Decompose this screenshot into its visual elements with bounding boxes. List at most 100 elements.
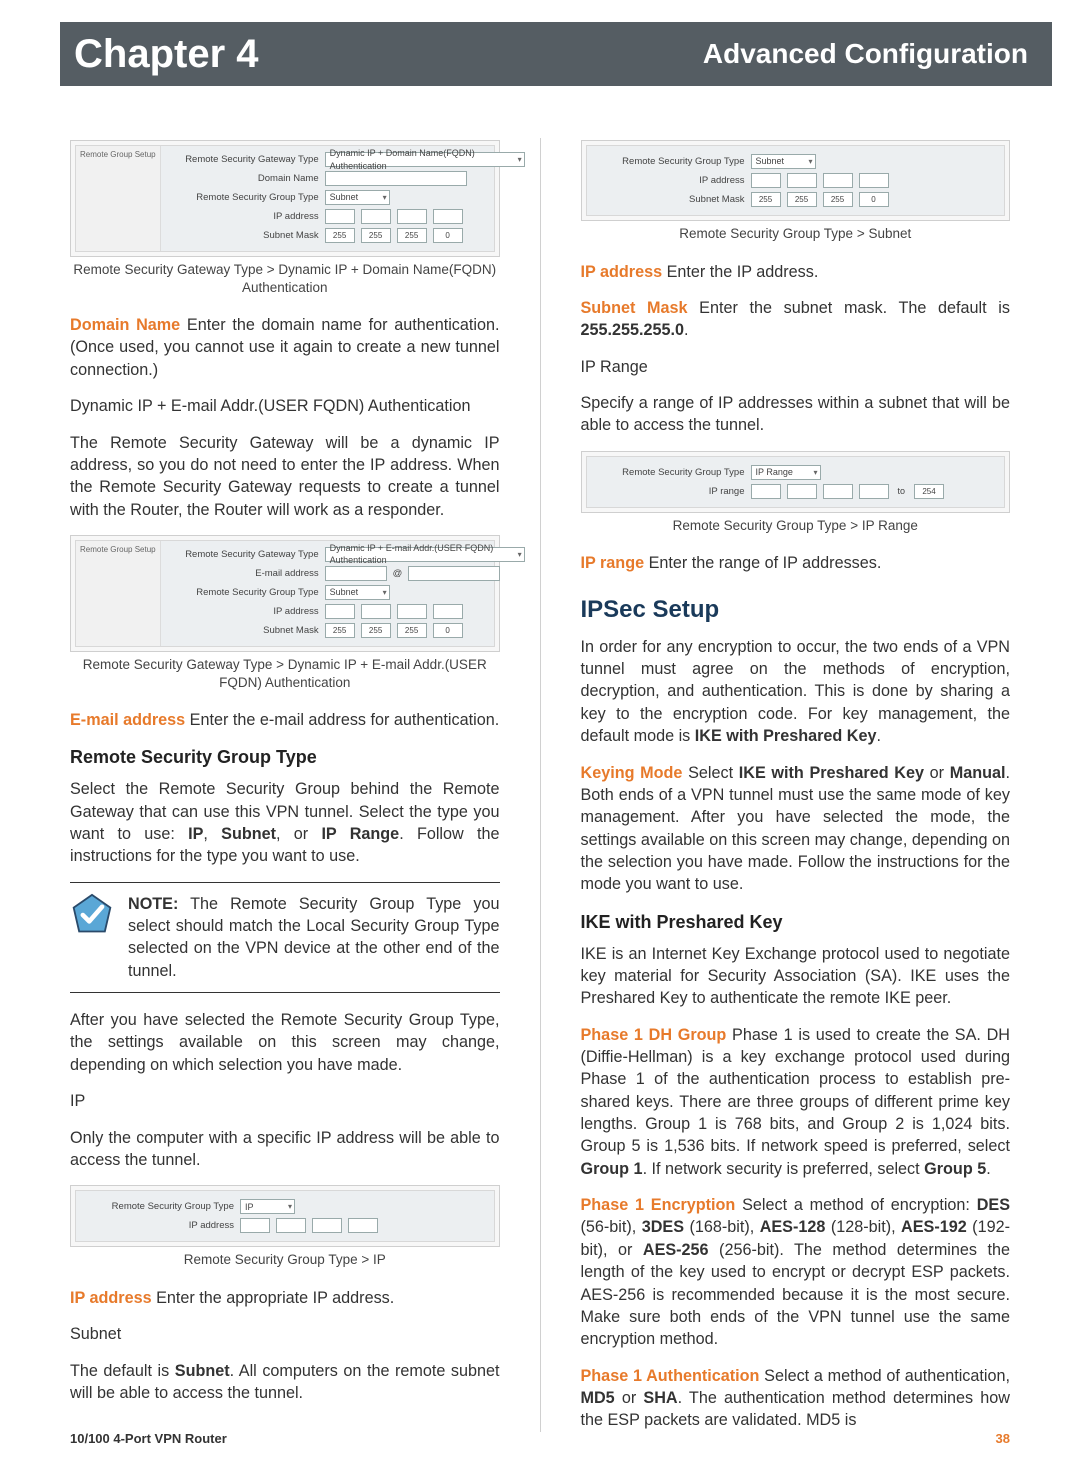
text: The default is — [70, 1362, 175, 1380]
paragraph: After you have selected the Remote Secur… — [70, 1009, 500, 1076]
fig-select: Dynamic IP + E-mail Addr.(USER FQDN) Aut… — [325, 547, 525, 562]
field-label: IP range — [581, 554, 645, 572]
paragraph: Phase 1 Authentication Select a method o… — [581, 1365, 1011, 1432]
text: Select — [682, 764, 738, 782]
fig-select: Subnet — [325, 190, 390, 205]
fig-label: IP address — [169, 605, 319, 618]
left-column: Remote Group Setup Remote Security Gatew… — [70, 134, 500, 1432]
fig-input — [312, 1218, 342, 1233]
fig-label: IP address — [169, 210, 319, 223]
check-icon — [70, 893, 114, 937]
fig-input — [276, 1218, 306, 1233]
text: (56-bit), — [581, 1218, 642, 1236]
fig-input — [787, 484, 817, 499]
text: (128-bit), — [825, 1218, 901, 1236]
fig-input: 255 — [361, 228, 391, 243]
text: . Both ends of a VPN tunnel must use the… — [581, 764, 1011, 894]
fig-input: 255 — [823, 192, 853, 207]
bold-text: SHA — [643, 1389, 677, 1407]
figure-sidebar-label: Remote Group Setup — [76, 541, 161, 646]
footer-page-number: 38 — [996, 1431, 1010, 1446]
bold-text: Group 5 — [924, 1160, 986, 1178]
field-label: IP address — [70, 1289, 152, 1307]
fig-input — [787, 173, 817, 188]
text: Enter the subnet mask. The default is — [688, 299, 1010, 317]
field-label: Phase 1 DH Group — [581, 1026, 727, 1044]
text: , — [203, 825, 221, 843]
text: Select a method of authentication, — [759, 1367, 1010, 1385]
text: or — [615, 1389, 644, 1407]
text: (168-bit), — [684, 1218, 760, 1236]
fig-input — [751, 484, 781, 499]
bold-text: Subnet — [221, 825, 276, 843]
figure-sidebar-label: Remote Group Setup — [76, 146, 161, 251]
fig-label: Subnet Mask — [595, 193, 745, 206]
paragraph: Specify a range of IP addresses within a… — [581, 392, 1011, 437]
fig-input: 0 — [433, 623, 463, 638]
fig-label: Remote Security Group Type — [169, 191, 319, 204]
fig-select: IP — [240, 1199, 295, 1214]
figure-rsg-ip: Remote Security Group TypeIP IP address — [70, 1185, 500, 1247]
field-label: Subnet Mask — [581, 299, 688, 317]
page-footer: 10/100 4-Port VPN Router 38 — [70, 1431, 1010, 1446]
bold-text: IP — [188, 825, 203, 843]
figure-rsg-fqdn: Remote Group Setup Remote Security Gatew… — [70, 140, 500, 257]
paragraph: In order for any encryption to occur, th… — [581, 636, 1011, 748]
note-text: NOTE: The Remote Security Group Type you… — [128, 893, 500, 982]
figure-caption: Remote Security Group Type > Subnet — [581, 225, 1011, 243]
field-label: E-mail address — [70, 711, 185, 729]
fig-input — [433, 209, 463, 224]
bold-text: IP Range — [321, 825, 399, 843]
at-symbol: @ — [393, 567, 403, 580]
fig-label: Remote Security Group Type — [84, 1200, 234, 1213]
bold-text: Manual — [950, 764, 1006, 782]
paragraph: E-mail address Enter the e-mail address … — [70, 709, 500, 731]
fig-label: Domain Name — [169, 172, 319, 185]
bold-text: 3DES — [642, 1218, 684, 1236]
fig-input — [751, 173, 781, 188]
fig-input: 255 — [361, 623, 391, 638]
bold-text: Subnet — [175, 1362, 230, 1380]
field-label: Phase 1 Encryption — [581, 1196, 736, 1214]
bold-text: IKE with Preshared Key — [695, 727, 877, 745]
fig-label: Remote Security Gateway Type — [169, 548, 319, 561]
figure-rsg-subnet: Remote Security Group TypeSubnet IP addr… — [581, 140, 1011, 221]
text: . If network security is preferred, sele… — [643, 1160, 925, 1178]
subheading-rsgt: Remote Security Group Type — [70, 745, 500, 770]
fig-label: IP address — [595, 174, 745, 187]
figure-rsg-email: Remote Group Setup Remote Security Gatew… — [70, 535, 500, 652]
fig-input — [433, 604, 463, 619]
chapter-header: Chapter 4 Advanced Configuration — [60, 22, 1052, 86]
bold-text: 255.255.255.0 — [581, 321, 685, 339]
text: Enter the range of IP addresses. — [644, 554, 881, 572]
figure-caption: Remote Security Gateway Type > Dynamic I… — [70, 656, 500, 691]
bold-text: Group 1 — [581, 1160, 643, 1178]
fig-label: IP range — [595, 485, 745, 498]
fig-input: 0 — [433, 228, 463, 243]
fig-select: Subnet — [751, 154, 816, 169]
paragraph: IP Range — [581, 356, 1011, 378]
fig-input — [348, 1218, 378, 1233]
fig-input — [325, 209, 355, 224]
text: Enter the IP address. — [662, 263, 818, 281]
section-title: Advanced Configuration — [703, 38, 1028, 70]
fig-input — [240, 1218, 270, 1233]
field-label: IP address — [581, 263, 663, 281]
fig-input: 0 — [859, 192, 889, 207]
page: Chapter 4 Advanced Configuration Remote … — [0, 22, 1080, 1472]
text: Phase 1 is used to create the SA. DH (Di… — [581, 1026, 1011, 1156]
bold-text: AES-256 — [643, 1241, 709, 1259]
subheading-ike: IKE with Preshared Key — [581, 910, 1011, 935]
text: Enter the appropriate IP address. — [152, 1289, 395, 1307]
bold-text: MD5 — [581, 1389, 615, 1407]
paragraph: IP address Enter the IP address. — [581, 261, 1011, 283]
chapter-title: Chapter 4 — [74, 32, 259, 77]
fig-input — [397, 209, 427, 224]
figure-rsg-iprange: Remote Security Group TypeIP Range IP ra… — [581, 451, 1011, 513]
fig-input: 254 — [914, 484, 944, 499]
fig-input: 255 — [325, 228, 355, 243]
paragraph: Dynamic IP + E-mail Addr.(USER FQDN) Aut… — [70, 395, 500, 417]
field-label: Phase 1 Authentication — [581, 1367, 760, 1385]
paragraph: IKE is an Internet Key Exchange protocol… — [581, 943, 1011, 1010]
right-column: Remote Security Group TypeSubnet IP addr… — [581, 134, 1011, 1432]
